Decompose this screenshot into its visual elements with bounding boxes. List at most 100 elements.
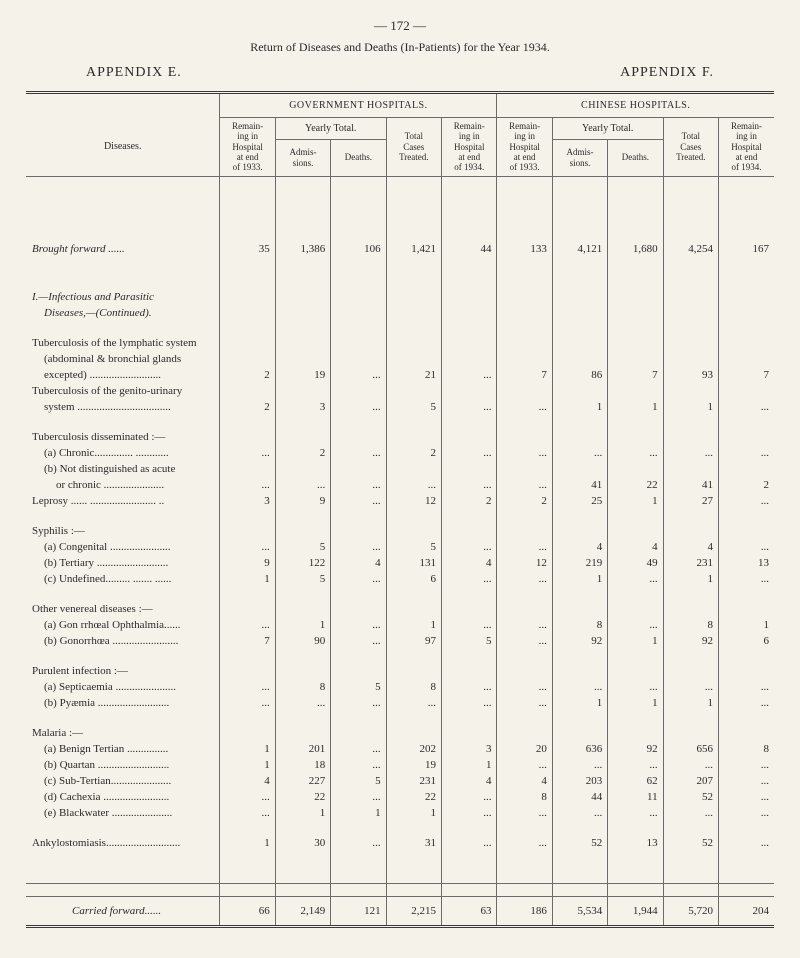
cell: 656	[663, 741, 718, 757]
th-chi: CHINESE HOSPITALS.	[497, 93, 774, 118]
cell	[608, 351, 663, 367]
cell: 8	[275, 679, 330, 695]
th-chi-remain-end: Remain- ing in Hospital at end of 1934.	[719, 118, 775, 177]
cell	[719, 429, 775, 445]
cell: 19	[275, 367, 330, 383]
cell	[719, 305, 775, 321]
cell: ...	[719, 773, 775, 789]
cell: 6	[386, 571, 441, 587]
cell	[552, 523, 607, 539]
cell	[441, 601, 496, 617]
cell: ...	[497, 679, 552, 695]
cell	[220, 305, 275, 321]
cell	[331, 429, 386, 445]
cell: ...	[497, 805, 552, 821]
cell	[331, 383, 386, 399]
cell	[275, 383, 330, 399]
cell: 1	[663, 695, 718, 711]
cell: 1,421	[386, 241, 441, 257]
table-row: (a) Septicaemia ........................…	[26, 679, 774, 695]
cell	[386, 663, 441, 679]
row-label: Purulent infection :—	[26, 663, 220, 679]
table-row: Tuberculosis disseminated :—	[26, 429, 774, 445]
cell	[497, 429, 552, 445]
spacer-row	[26, 509, 774, 523]
cell: 27	[663, 493, 718, 509]
cell: 44	[552, 789, 607, 805]
appendix-f: APPENDIX F.	[620, 65, 714, 81]
cell: 52	[552, 835, 607, 851]
th-chi-deaths: Deaths.	[608, 139, 663, 176]
cell	[663, 725, 718, 741]
cell	[608, 601, 663, 617]
cell: 1	[275, 617, 330, 633]
cell	[608, 289, 663, 305]
cell: 7	[719, 367, 775, 383]
row-label: excepted) ..........................	[26, 367, 220, 383]
cell: 44	[441, 241, 496, 257]
cell	[663, 289, 718, 305]
cell: 133	[497, 241, 552, 257]
cell: ...	[608, 757, 663, 773]
cell: 1	[663, 571, 718, 587]
cell: ...	[663, 805, 718, 821]
table-row: Syphilis :—	[26, 523, 774, 539]
cell	[497, 383, 552, 399]
table-row: (a) Chronic.............. ..............…	[26, 445, 774, 461]
cell: ...	[608, 445, 663, 461]
cell: ...	[331, 835, 386, 851]
cell: ...	[220, 695, 275, 711]
th-gov-deaths: Deaths.	[331, 139, 386, 176]
spacer-row	[26, 587, 774, 601]
cell: 5,720	[663, 896, 718, 926]
row-label: (a) Gon rrhœal Ophthalmia......	[26, 617, 220, 633]
cell	[608, 725, 663, 741]
cell	[275, 335, 330, 351]
cell: ...	[331, 571, 386, 587]
th-chi-total: Total Cases Treated.	[663, 118, 718, 177]
cell: ...	[386, 695, 441, 711]
cell: 8	[497, 789, 552, 805]
cell: ...	[497, 445, 552, 461]
cell: 1	[220, 571, 275, 587]
cell	[220, 601, 275, 617]
cell	[497, 725, 552, 741]
cell: ...	[719, 757, 775, 773]
cell	[220, 289, 275, 305]
cell: ...	[497, 695, 552, 711]
cell: ...	[441, 477, 496, 493]
cell	[220, 429, 275, 445]
cell	[663, 383, 718, 399]
cell: 3	[275, 399, 330, 415]
row-label: (b) Tertiary ..........................	[26, 555, 220, 571]
cell	[608, 663, 663, 679]
cell	[441, 725, 496, 741]
cell: 93	[663, 367, 718, 383]
page: — 172 — Return of Diseases and Deaths (I…	[0, 0, 800, 958]
cell: ...	[441, 399, 496, 415]
cell	[552, 289, 607, 305]
cell: 12	[386, 493, 441, 509]
cell	[441, 429, 496, 445]
cell	[552, 305, 607, 321]
cell: 2	[497, 493, 552, 509]
cell: 122	[275, 555, 330, 571]
cell: ...	[497, 571, 552, 587]
cell: 63	[441, 896, 496, 926]
cell	[386, 351, 441, 367]
cell: 92	[552, 633, 607, 649]
th-blank	[26, 93, 220, 118]
cell	[386, 335, 441, 351]
table-row: (b) Gonorrhœa ........................79…	[26, 633, 774, 649]
caption: Return of Diseases and Deaths (In-Patien…	[26, 40, 774, 55]
row-label: (a) Congenital ......................	[26, 539, 220, 555]
cell: 2	[719, 477, 775, 493]
th-gov: GOVERNMENT HOSPITALS.	[220, 93, 497, 118]
table-row: (a) Benign Tertian ...............1201..…	[26, 741, 774, 757]
row-label: (b) Pyæmia ..........................	[26, 695, 220, 711]
cell: 97	[386, 633, 441, 649]
table-row: system .................................…	[26, 399, 774, 415]
cell: ...	[552, 757, 607, 773]
row-label: (a) Septicaemia ......................	[26, 679, 220, 695]
cell	[275, 289, 330, 305]
